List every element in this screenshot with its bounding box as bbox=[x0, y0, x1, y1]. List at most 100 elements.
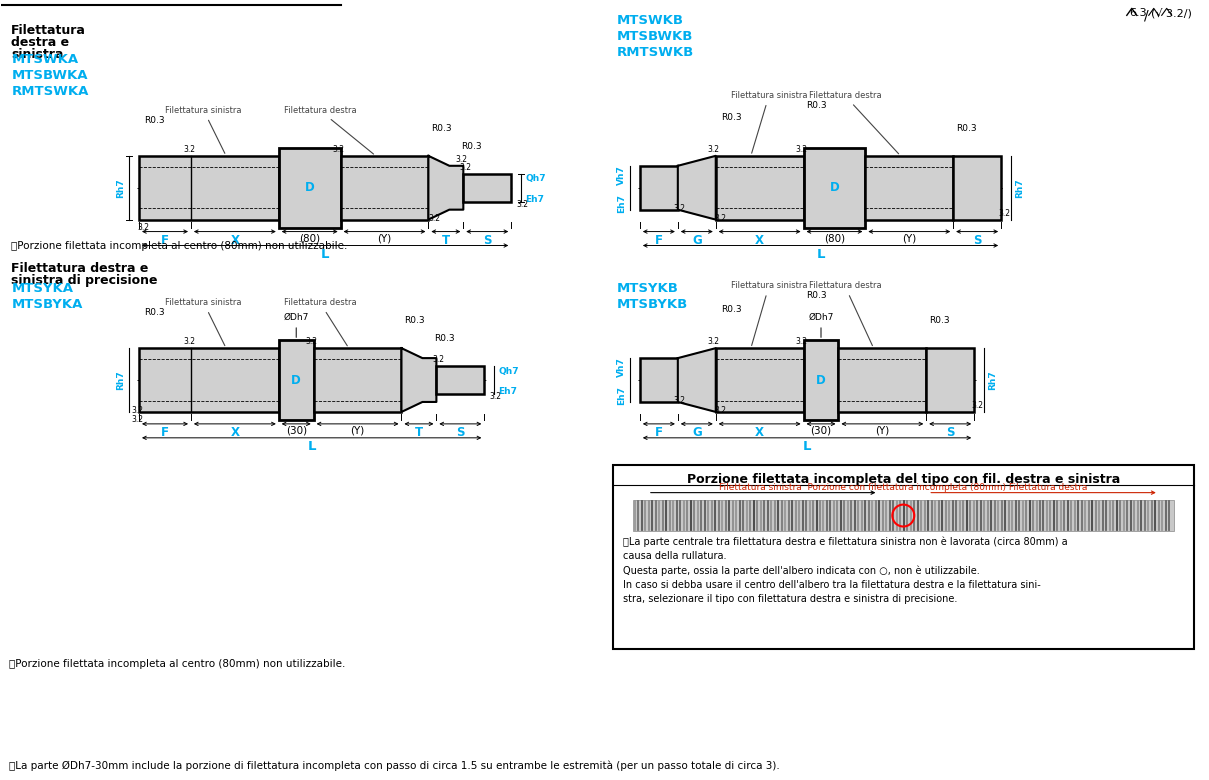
Text: 3.2: 3.2 bbox=[490, 392, 502, 401]
Text: G: G bbox=[692, 426, 701, 439]
Text: /: / bbox=[1144, 9, 1149, 23]
Text: D: D bbox=[291, 374, 301, 387]
Text: (30): (30) bbox=[810, 426, 832, 436]
Text: F: F bbox=[161, 233, 169, 246]
Bar bbox=[804, 340, 839, 420]
Text: Qh7: Qh7 bbox=[498, 367, 519, 375]
Text: 3.2: 3.2 bbox=[428, 214, 440, 222]
Text: S: S bbox=[945, 426, 954, 439]
Text: R0.3: R0.3 bbox=[432, 124, 452, 133]
Text: S: S bbox=[973, 233, 982, 246]
Text: R0.3: R0.3 bbox=[956, 124, 977, 133]
Bar bbox=[839, 348, 926, 412]
Text: D: D bbox=[816, 374, 826, 387]
Bar bbox=[640, 166, 678, 210]
Text: MTSWKA: MTSWKA bbox=[11, 53, 79, 66]
Bar bbox=[634, 500, 1174, 531]
Text: Eh7: Eh7 bbox=[525, 195, 544, 204]
Text: (Y): (Y) bbox=[902, 233, 916, 243]
Text: 3.2: 3.2 bbox=[673, 396, 686, 405]
Text: MTSBWKB: MTSBWKB bbox=[617, 30, 693, 43]
Polygon shape bbox=[678, 156, 716, 220]
Text: Filettatura sinistra: Filettatura sinistra bbox=[730, 282, 808, 346]
Text: Filettatura sinistra: Filettatura sinistra bbox=[166, 106, 242, 154]
Text: ⓘPorzione filettata incompleta al centro (80mm) non utilizzabile.: ⓘPorzione filettata incompleta al centro… bbox=[10, 659, 346, 669]
Text: ⓘPorzione filettata incompleta al centro (80mm) non utilizzabile.: ⓘPorzione filettata incompleta al centro… bbox=[11, 240, 348, 250]
Text: 3.2: 3.2 bbox=[999, 208, 1010, 218]
Text: 3.2: 3.2 bbox=[707, 337, 719, 346]
Text: Filettatura destra e: Filettatura destra e bbox=[11, 262, 149, 275]
Text: R0.3: R0.3 bbox=[721, 113, 741, 122]
Text: Eh7: Eh7 bbox=[617, 386, 626, 406]
Text: D: D bbox=[829, 181, 839, 194]
Text: X: X bbox=[231, 426, 239, 439]
Bar bbox=[313, 348, 401, 412]
Text: MTSYKA: MTSYKA bbox=[11, 282, 74, 296]
Bar bbox=[279, 148, 341, 228]
Text: ØDh7: ØDh7 bbox=[809, 314, 834, 338]
Text: RMTSWKB: RMTSWKB bbox=[617, 46, 694, 59]
Text: Filettatura sinistra: Filettatura sinistra bbox=[730, 91, 808, 153]
Text: Filettatura destra: Filettatura destra bbox=[809, 282, 881, 346]
Text: MTSYKB: MTSYKB bbox=[617, 282, 678, 296]
Bar bbox=[463, 174, 511, 202]
Text: D: D bbox=[305, 181, 314, 194]
Text: R0.3: R0.3 bbox=[806, 291, 827, 300]
Text: Vh7: Vh7 bbox=[617, 165, 626, 185]
Bar bbox=[804, 148, 866, 228]
Text: Filettatura destra: Filettatura destra bbox=[284, 106, 374, 154]
Text: R0.3: R0.3 bbox=[721, 305, 741, 314]
Bar bbox=[716, 348, 804, 412]
Text: L: L bbox=[816, 247, 825, 261]
Bar bbox=[341, 156, 428, 220]
Text: Eh7: Eh7 bbox=[617, 194, 626, 213]
Text: Rh7: Rh7 bbox=[988, 370, 997, 390]
Text: 3.2: 3.2 bbox=[715, 406, 727, 415]
Text: 3.2: 3.2 bbox=[183, 337, 195, 346]
Text: 3.2: 3.2 bbox=[673, 204, 686, 213]
Text: R0.3: R0.3 bbox=[405, 316, 426, 325]
Text: F: F bbox=[161, 426, 169, 439]
Text: 3.2: 3.2 bbox=[131, 406, 143, 415]
Text: R0.3: R0.3 bbox=[806, 101, 827, 110]
Text: (Y): (Y) bbox=[351, 426, 365, 436]
Text: 3.2: 3.2 bbox=[456, 154, 468, 164]
Text: 6.3: 6.3 bbox=[1129, 9, 1146, 19]
Text: MTSBYKA: MTSBYKA bbox=[11, 298, 82, 311]
Text: (30): (30) bbox=[285, 426, 307, 436]
Text: F: F bbox=[655, 426, 663, 439]
Text: Porzione filettata incompleta del tipo con fil. destra e sinistra: Porzione filettata incompleta del tipo c… bbox=[687, 473, 1120, 486]
Bar bbox=[866, 156, 953, 220]
Bar bbox=[640, 358, 678, 402]
Text: (Y): (Y) bbox=[377, 233, 392, 243]
Text: R0.3: R0.3 bbox=[144, 116, 164, 125]
Text: X: X bbox=[756, 426, 764, 439]
Text: L: L bbox=[803, 440, 811, 453]
Text: 3.2: 3.2 bbox=[137, 222, 149, 232]
Text: S: S bbox=[456, 426, 464, 439]
Text: ⓘLa parte ØDh7-30mm include la porzione di filettatura incompleta con passo di c: ⓘLa parte ØDh7-30mm include la porzione … bbox=[10, 760, 780, 771]
Text: X: X bbox=[231, 233, 239, 246]
Text: Filettatura destra: Filettatura destra bbox=[809, 91, 898, 154]
Text: sinistra: sinistra bbox=[11, 48, 64, 61]
Text: Filettatura sinistra  Porzione con filettatura incompleta (80mm) Filettatura des: Filettatura sinistra Porzione con filett… bbox=[719, 483, 1088, 492]
Text: ⓘLa parte centrale tra filettatura destra e filettatura sinistra non è lavorata : ⓘLa parte centrale tra filettatura destr… bbox=[623, 537, 1068, 604]
Bar bbox=[279, 340, 313, 420]
Text: Vh7: Vh7 bbox=[617, 357, 626, 377]
Text: Filettatura destra: Filettatura destra bbox=[284, 298, 357, 346]
Text: 3.2: 3.2 bbox=[715, 214, 727, 222]
Text: F: F bbox=[655, 233, 663, 246]
Polygon shape bbox=[678, 348, 716, 412]
Text: X: X bbox=[756, 233, 764, 246]
Text: MTSWKB: MTSWKB bbox=[617, 14, 684, 27]
Text: 3.2: 3.2 bbox=[183, 145, 195, 154]
Polygon shape bbox=[428, 156, 463, 220]
Polygon shape bbox=[401, 348, 436, 412]
Text: RMTSWKA: RMTSWKA bbox=[11, 85, 88, 98]
Bar bbox=[613, 465, 1193, 649]
Text: R0.3: R0.3 bbox=[462, 142, 482, 151]
Bar bbox=[139, 348, 279, 412]
Text: R0.3: R0.3 bbox=[434, 334, 455, 343]
Text: 3.2: 3.2 bbox=[796, 145, 808, 154]
Text: (80): (80) bbox=[299, 233, 320, 243]
